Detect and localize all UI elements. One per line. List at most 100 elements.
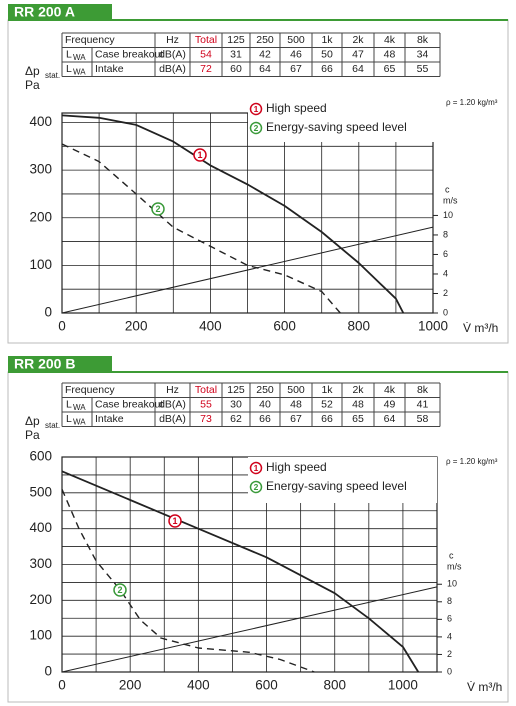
table-cell: 48: [352, 399, 364, 411]
legend-marker-label: 2: [254, 123, 259, 133]
curve-marker: [193, 148, 207, 162]
y-tick-label: 400: [29, 114, 52, 129]
table-cell: Hz: [166, 384, 179, 396]
x-tick-label: 600: [255, 678, 278, 693]
x-tick-label: 400: [187, 678, 210, 693]
y2-tick-label: 10: [447, 579, 457, 589]
curve: [61, 114, 405, 314]
legend-label: High speed: [266, 101, 327, 115]
table-cell: 58: [417, 413, 429, 425]
y2-tick-label: 2: [443, 288, 448, 298]
table-cell: 125: [227, 384, 245, 396]
y2-axis-unit: m/s: [447, 561, 462, 571]
table-subscript: WA: [73, 403, 86, 412]
curve: [61, 470, 420, 673]
table-cell: 500: [287, 384, 305, 396]
plot-border: [61, 112, 434, 314]
legend-marker: [249, 121, 263, 135]
y2-tick-label: 6: [447, 614, 452, 624]
y2-tick-label: 0: [447, 666, 452, 676]
table-cell: dB(A): [159, 49, 186, 61]
table-cell: 64: [259, 63, 271, 75]
table-cell: 40: [259, 399, 271, 411]
y2-tick-label: 4: [447, 631, 452, 641]
table-cell: 64: [352, 63, 364, 75]
table-cell: 250: [256, 384, 274, 396]
table-cell: 67: [290, 413, 302, 425]
table-subscript: WA: [73, 53, 86, 62]
table-cell: 48: [384, 49, 396, 61]
table-cell: 62: [230, 413, 242, 425]
curve-marker: [113, 583, 127, 597]
legend-marker: [249, 102, 263, 116]
x-tick-label: 200: [125, 319, 148, 334]
table-cell: 8k: [417, 384, 429, 396]
legend-marker-label: 1: [254, 104, 259, 114]
y-axis-label-sub: stat.: [45, 421, 60, 430]
legend-marker: [249, 461, 263, 475]
table-cell: 67: [290, 63, 302, 75]
y-axis-unit: Pa: [25, 78, 40, 92]
curve: [61, 489, 315, 673]
table-cell: 72: [200, 63, 212, 75]
y2-tick-label: 6: [443, 249, 448, 259]
table-cell: dB(A): [159, 63, 186, 75]
table-cell: 65: [352, 413, 364, 425]
table-cell: Intake: [95, 413, 124, 425]
curve: [61, 226, 434, 314]
legend-box: [248, 98, 440, 142]
x-tick-label: 800: [323, 678, 346, 693]
table-cell: 250: [256, 34, 274, 46]
curve: [61, 586, 438, 673]
table-cell: 50: [321, 49, 333, 61]
table-subscript: WA: [73, 417, 86, 426]
table-cell: dB(A): [159, 413, 186, 425]
table-cell: 1k: [321, 384, 333, 396]
table-cell: 66: [259, 413, 271, 425]
x-tick-label: 200: [119, 678, 142, 693]
y2-axis-unit: m/s: [443, 195, 458, 205]
curve-marker-label: 1: [197, 150, 202, 160]
table-cell: L: [66, 49, 72, 61]
y-tick-label: 300: [29, 556, 52, 571]
x-tick-label: 1000: [388, 678, 418, 693]
table-cell: Case breakout: [95, 49, 163, 61]
table-cell: 4k: [384, 384, 396, 396]
x-tick-label: 800: [348, 319, 371, 334]
curve-marker: [168, 514, 182, 528]
table-cell: 4k: [384, 34, 396, 46]
table-cell: 2k: [352, 384, 364, 396]
y-tick-label: 100: [29, 257, 52, 272]
legend-marker-label: 2: [254, 482, 259, 492]
x-axis-label: V̇ m³/h: [463, 321, 498, 335]
curve: [61, 143, 341, 314]
title-tab: [8, 4, 112, 21]
table-cell: L: [66, 413, 72, 425]
table-cell: 8k: [417, 34, 429, 46]
y2-tick-label: 10: [443, 210, 453, 220]
y2-tick-label: 0: [443, 307, 448, 317]
y-tick-label: 300: [29, 162, 52, 177]
curve-marker-label: 2: [117, 585, 122, 595]
table-cell: 49: [384, 399, 396, 411]
table-cell: 66: [321, 413, 333, 425]
x-tick-label: 600: [273, 319, 296, 334]
table-cell: L: [66, 399, 72, 411]
table-cell: 48: [290, 399, 302, 411]
table-cell: 42: [259, 49, 271, 61]
y-tick-label: 0: [44, 664, 52, 679]
table-cell: dB(A): [159, 399, 186, 411]
chart-title: RR 200 A: [14, 4, 75, 20]
y-tick-label: 400: [29, 520, 52, 535]
table-cell: 31: [230, 49, 242, 61]
y2-tick-label: 4: [443, 268, 448, 278]
x-axis-label: V̇ m³/h: [467, 680, 502, 694]
table-cell: Frequency: [65, 34, 115, 46]
legend-marker: [249, 480, 263, 494]
y-tick-label: 200: [29, 209, 52, 224]
table-cell: 125: [227, 34, 245, 46]
y2-tick-label: 8: [443, 229, 448, 239]
table-cell: 1k: [321, 34, 333, 46]
x-tick-label: 0: [58, 319, 66, 334]
